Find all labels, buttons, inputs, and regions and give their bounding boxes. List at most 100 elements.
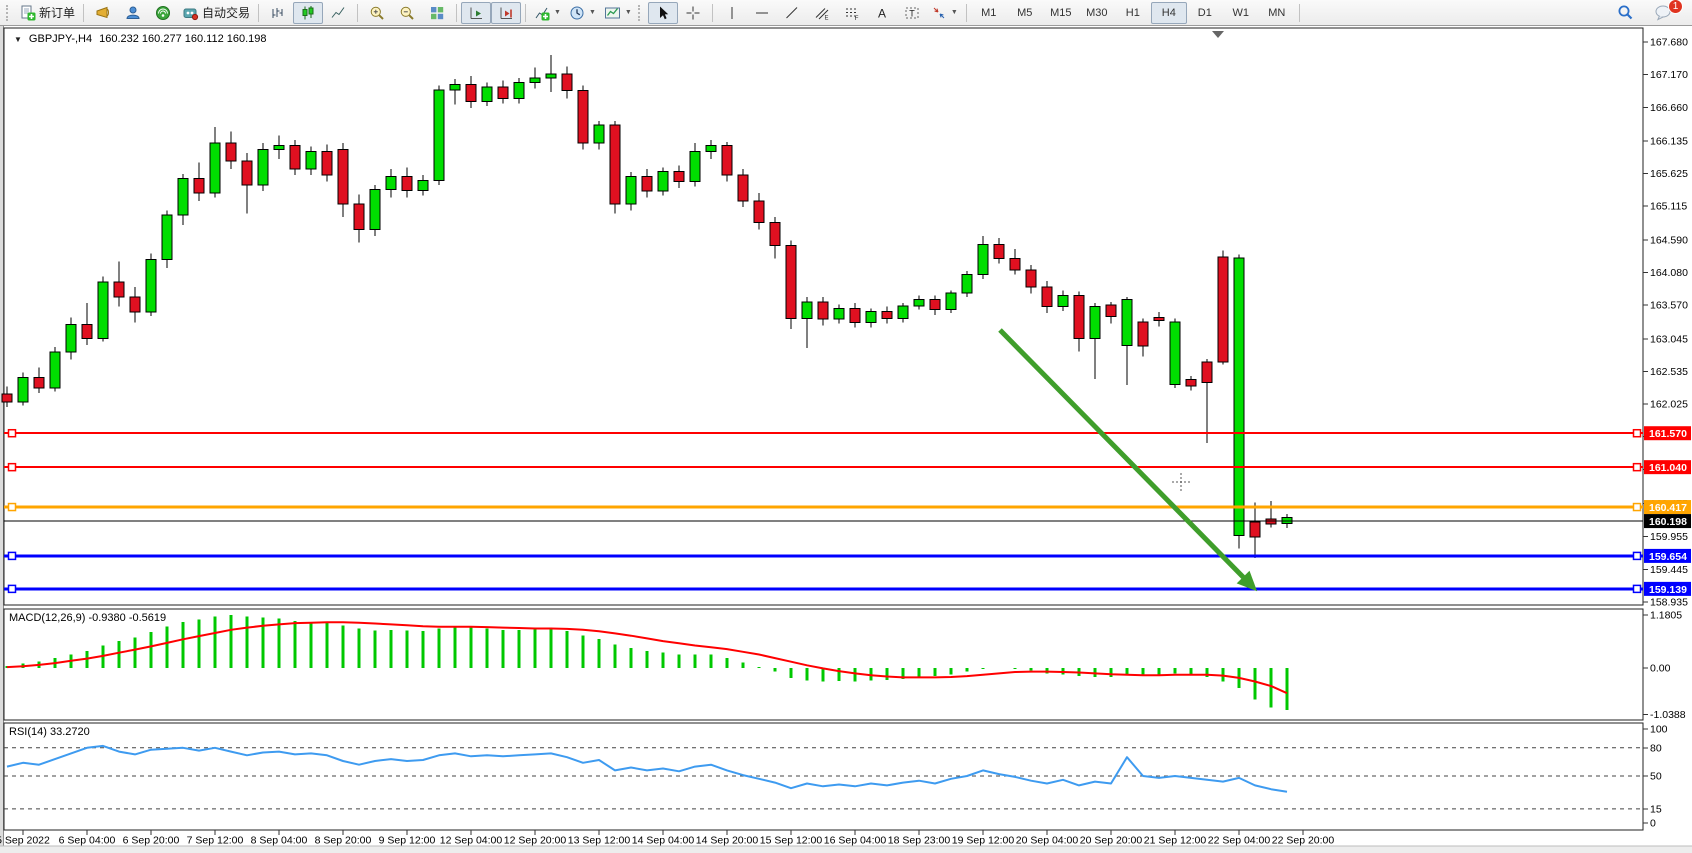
- line-handle[interactable]: [7, 502, 17, 512]
- rsi-indicator-label: RSI(14) 33.2720: [9, 726, 90, 738]
- autotrade-robot-icon: [183, 8, 199, 20]
- svg-text:E: E: [824, 15, 828, 21]
- horizontal-line-tool-button[interactable]: [747, 2, 777, 24]
- template-icon: [604, 7, 620, 18]
- new-order-button[interactable]: 新订单: [16, 2, 79, 24]
- zoom-in-button[interactable]: [362, 2, 392, 24]
- timeframe-m30[interactable]: M30: [1086, 6, 1108, 19]
- hline-161.040[interactable]: 161.040: [4, 460, 1691, 475]
- candle: [225, 142, 237, 162]
- candle: [1025, 269, 1037, 288]
- candle: [401, 175, 413, 192]
- time-tick-label: 12 Sep 20:00: [504, 835, 567, 847]
- chart-line-button[interactable]: [323, 2, 353, 24]
- line-handle[interactable]: [7, 584, 17, 594]
- time-tick-label: 8 Sep 04:00: [251, 835, 308, 847]
- candles-layer: [1, 54, 1293, 559]
- candle: [113, 281, 125, 298]
- line-handle[interactable]: [1632, 462, 1642, 472]
- window-bottom-edge: [0, 846, 1692, 853]
- price-tick-label: 162.025: [1650, 399, 1688, 411]
- time-tick-label: 5 Sep 2022: [0, 835, 50, 847]
- timeframe-w1[interactable]: W1: [1232, 6, 1250, 19]
- chart-shift-button[interactable]: [491, 1, 522, 24]
- line-handle[interactable]: [1632, 584, 1642, 594]
- price-line-badge-label: 159.654: [1649, 551, 1687, 563]
- price-tick-label: 166.135: [1650, 135, 1688, 147]
- candle: [785, 245, 797, 320]
- candle: [433, 89, 445, 181]
- chart-candles-button[interactable]: [293, 1, 324, 24]
- tile-windows-button[interactable]: [422, 2, 452, 24]
- chat-button[interactable]: 1: [1648, 0, 1683, 24]
- candle: [721, 145, 733, 176]
- templates-button[interactable]: ▼: [600, 2, 636, 24]
- time-tick-label: 20 Sep 20:00: [1080, 835, 1143, 847]
- candle: [513, 81, 525, 99]
- community-button[interactable]: [118, 2, 148, 24]
- cursor-tool-button[interactable]: [647, 1, 678, 24]
- timeframe-h4[interactable]: H4: [1150, 1, 1187, 24]
- fibonacci-tool-button[interactable]: F: [837, 2, 867, 24]
- hline-159.139[interactable]: 159.139: [4, 581, 1691, 596]
- timeframe-mn[interactable]: MN: [1268, 6, 1286, 19]
- chart-bars-button[interactable]: [263, 2, 293, 24]
- vertical-line-tool-button[interactable]: [717, 2, 747, 24]
- crosshair-tool-button[interactable]: [678, 2, 708, 24]
- line-handle[interactable]: [1632, 428, 1642, 438]
- timeframe-m5[interactable]: M5: [1017, 6, 1033, 19]
- zoom-out-button[interactable]: [392, 2, 422, 24]
- candle: [801, 301, 813, 320]
- autoscroll-button[interactable]: [461, 1, 492, 24]
- candle: [1217, 256, 1229, 363]
- toolbar-grip[interactable]: [637, 4, 643, 21]
- macd-axis-label: -1.0388: [1650, 709, 1686, 721]
- arrow-annotation[interactable]: [998, 328, 1258, 592]
- hline-160.417[interactable]: 160.417: [4, 500, 1691, 515]
- arrows-icon: [933, 7, 945, 18]
- time-tick-label: 14 Sep 04:00: [632, 835, 695, 847]
- label-tool-button[interactable]: T: [897, 2, 927, 24]
- candle: [577, 90, 589, 144]
- timeframe-m15[interactable]: M15: [1050, 6, 1072, 19]
- candle: [737, 174, 749, 202]
- rsi-line: [6, 744, 1288, 793]
- search-button[interactable]: [1610, 2, 1640, 24]
- text-tool-button[interactable]: A: [867, 2, 897, 24]
- line-handle[interactable]: [7, 462, 17, 472]
- search-icon: [1618, 5, 1632, 20]
- candle: [369, 188, 381, 231]
- chart-shift-marker[interactable]: [1212, 31, 1224, 38]
- autotrade-label: 自动交易: [202, 6, 251, 20]
- clock-icon: [570, 6, 584, 19]
- line-handle[interactable]: [1632, 551, 1642, 561]
- market-button[interactable]: [88, 2, 118, 24]
- line-handle[interactable]: [7, 551, 17, 561]
- indicators-button[interactable]: ▼: [530, 2, 565, 24]
- symbol-dropdown-icon[interactable]: ▼: [14, 34, 22, 44]
- line-handle[interactable]: [1632, 502, 1642, 512]
- channel-tool-button[interactable]: E: [807, 2, 837, 24]
- timeframe-m1[interactable]: M1: [981, 6, 997, 19]
- hline-161.570[interactable]: 161.570: [4, 426, 1691, 441]
- arrows-tool-button[interactable]: ▼: [927, 2, 962, 24]
- price-line-badge: [1644, 460, 1691, 475]
- candle: [561, 73, 573, 92]
- time-tick-label: 20 Sep 04:00: [1016, 835, 1079, 847]
- macd-axis-label: 1.1805: [1650, 609, 1682, 621]
- signals-button[interactable]: [148, 2, 178, 24]
- hline-159.654[interactable]: 159.654: [4, 548, 1691, 563]
- horizontal-line-icon: [755, 12, 768, 13]
- separator: [258, 3, 260, 22]
- toolbar-grip[interactable]: [6, 4, 11, 21]
- trendline-tool-button[interactable]: [777, 2, 807, 24]
- line-handle[interactable]: [7, 428, 17, 438]
- candle: [1009, 257, 1021, 271]
- periods-button[interactable]: ▼: [565, 2, 600, 24]
- price-line-badge: [1644, 426, 1691, 441]
- timeframe-d1[interactable]: D1: [1197, 6, 1212, 19]
- autotrade-button[interactable]: 自动交易: [178, 2, 254, 24]
- timeframe-h1[interactable]: H1: [1125, 6, 1140, 19]
- arrow-head: [1236, 570, 1258, 592]
